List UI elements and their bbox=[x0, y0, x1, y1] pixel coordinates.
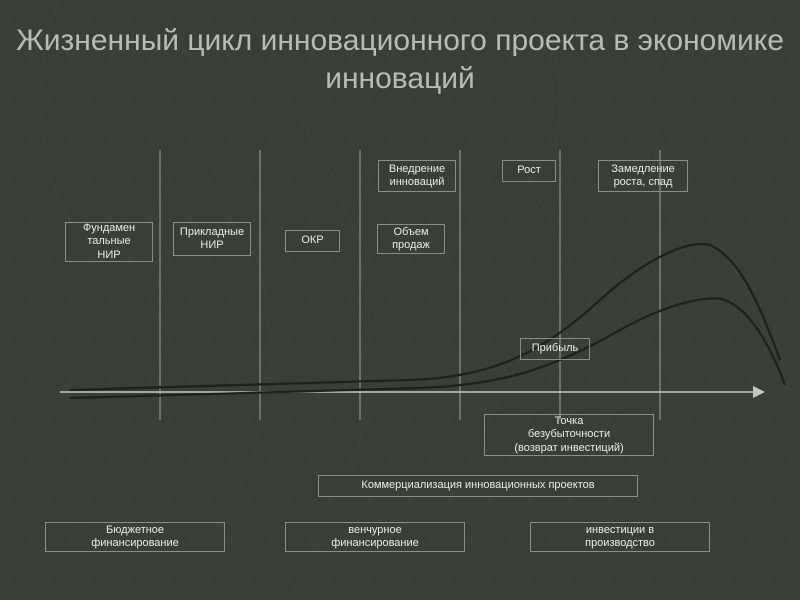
box-volume: Объемпродаж bbox=[377, 224, 445, 254]
box-production: инвестиции впроизводство bbox=[530, 522, 710, 552]
box-commercial: Коммерциализация инновационных проектов bbox=[318, 475, 638, 497]
box-fundamental: ФундаментальныеНИР bbox=[65, 222, 153, 262]
box-innovation: Внедрениеинноваций bbox=[378, 160, 456, 192]
chart-svg bbox=[60, 130, 780, 570]
box-slowdown: Замедлениероста, спад bbox=[598, 160, 688, 192]
box-budget: Бюджетноефинансирование bbox=[45, 522, 225, 552]
box-venture: венчурноефинансирование bbox=[285, 522, 465, 552]
lifecycle-chart: ФундаментальныеНИР ПрикладныеНИР ОКР Объемп… bbox=[60, 130, 760, 570]
box-growth: Рост bbox=[502, 160, 556, 182]
page-title: Жизненный цикл инновационного проекта в … bbox=[0, 22, 800, 97]
box-okr: ОКР bbox=[285, 230, 340, 252]
box-applied: ПрикладныеНИР bbox=[173, 222, 251, 256]
box-breakeven: Точкабезубыточности(возврат инвестиций) bbox=[484, 414, 654, 456]
box-profit: Прибыль bbox=[520, 338, 590, 360]
